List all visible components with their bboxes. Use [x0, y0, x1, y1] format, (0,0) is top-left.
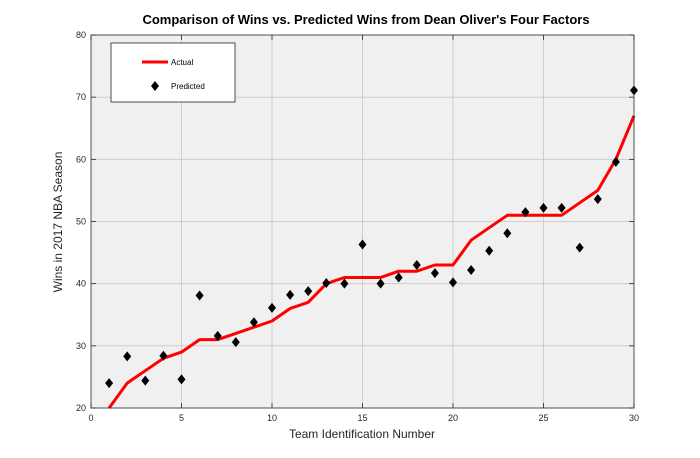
legend-marker-predicted [151, 81, 159, 91]
x-tick-label: 0 [88, 413, 93, 423]
predicted-point [286, 289, 295, 300]
predicted-point [123, 351, 132, 362]
predicted-point [268, 302, 276, 313]
chart-title: Comparison of Wins vs. Predicted Wins fr… [142, 12, 589, 27]
predicted-point [412, 260, 421, 271]
x-tick-label: 30 [629, 413, 639, 423]
y-axis-label: Wins in 2017 NBA Season [51, 152, 65, 293]
y-tick-label: 30 [76, 341, 86, 351]
y-tick-label: 40 [76, 279, 86, 289]
predicted-point [485, 245, 494, 256]
predicted-point [376, 278, 385, 289]
x-tick-label: 25 [538, 413, 548, 423]
predicted-point [340, 278, 349, 289]
predicted-point [141, 375, 150, 386]
series-line-actual [107, 115, 636, 409]
legend: Actual Predicted [110, 42, 236, 103]
predicted-point [557, 202, 566, 213]
predicted-point [231, 337, 240, 348]
plot-border [90, 34, 635, 409]
x-axis-label: Team Identification Number [289, 427, 435, 441]
y-tick-label: 60 [76, 154, 86, 164]
legend-box [110, 42, 236, 103]
predicted-point [177, 374, 186, 385]
predicted-point [304, 286, 313, 297]
predicted-point [575, 242, 584, 253]
x-tick-label: 15 [357, 413, 367, 423]
y-tick-label: 70 [76, 92, 86, 102]
x-tick-label: 20 [448, 413, 458, 423]
predicted-point [195, 290, 204, 301]
predicted-point [503, 228, 512, 239]
predicted-point [467, 264, 476, 275]
predicted-point [430, 268, 439, 279]
predicted-point [249, 317, 258, 328]
y-tick-label: 20 [76, 403, 86, 413]
predicted-point [322, 278, 331, 289]
predicted-point [159, 350, 168, 361]
grid-lines [91, 35, 634, 408]
predicted-point [213, 330, 222, 341]
predicted-point [611, 156, 620, 167]
predicted-point [539, 202, 548, 213]
predicted-point [593, 194, 602, 205]
legend-label-actual: Actual [171, 58, 193, 67]
predicted-point [105, 378, 114, 389]
x-tick-label: 5 [179, 413, 184, 423]
predicted-point [358, 239, 367, 250]
series-markers-predicted [105, 85, 638, 389]
y-tick-label: 50 [76, 217, 86, 227]
predicted-point [449, 277, 457, 288]
predicted-point [394, 272, 403, 283]
legend-label-predicted: Predicted [171, 82, 205, 91]
predicted-point [521, 207, 530, 218]
x-tick-label: 10 [267, 413, 277, 423]
y-tick-label: 80 [76, 30, 86, 40]
